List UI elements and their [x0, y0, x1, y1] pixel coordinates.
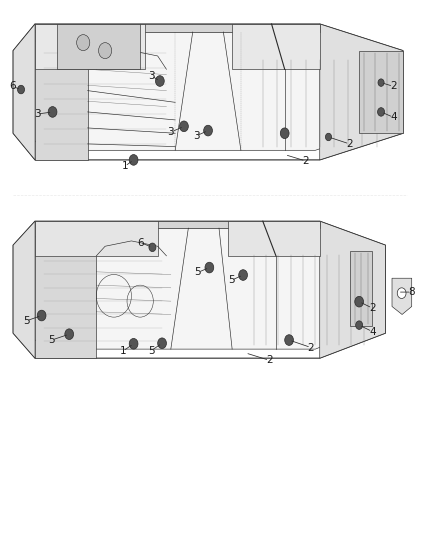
Text: 5: 5: [194, 268, 201, 277]
Polygon shape: [35, 221, 158, 256]
Text: 1: 1: [121, 161, 128, 171]
Circle shape: [280, 128, 289, 139]
Polygon shape: [35, 24, 145, 69]
Text: 2: 2: [302, 156, 309, 166]
Circle shape: [205, 262, 214, 273]
Circle shape: [239, 270, 247, 280]
Text: 3: 3: [193, 131, 200, 141]
Text: 4: 4: [369, 327, 376, 336]
Text: 8: 8: [408, 287, 415, 297]
Circle shape: [18, 85, 25, 94]
Polygon shape: [359, 51, 403, 133]
Polygon shape: [35, 221, 320, 228]
Circle shape: [129, 338, 138, 349]
Polygon shape: [22, 32, 385, 150]
Circle shape: [378, 108, 385, 116]
Circle shape: [65, 329, 74, 340]
Polygon shape: [57, 24, 140, 69]
Text: 2: 2: [369, 303, 376, 313]
Polygon shape: [392, 278, 412, 314]
Circle shape: [204, 125, 212, 136]
Circle shape: [37, 310, 46, 321]
Polygon shape: [22, 228, 372, 349]
Polygon shape: [35, 221, 96, 358]
Text: 3: 3: [148, 71, 155, 80]
Polygon shape: [13, 221, 35, 358]
Circle shape: [355, 296, 364, 307]
Circle shape: [48, 107, 57, 117]
Text: 3: 3: [34, 109, 41, 119]
Circle shape: [158, 338, 166, 349]
Circle shape: [77, 35, 90, 51]
Text: 4: 4: [390, 112, 397, 122]
Text: 5: 5: [48, 335, 55, 345]
Circle shape: [397, 288, 406, 298]
Text: 3: 3: [167, 127, 174, 137]
Text: 5: 5: [228, 276, 235, 285]
Text: 6: 6: [137, 238, 144, 247]
Circle shape: [180, 121, 188, 132]
Text: 2: 2: [307, 343, 314, 352]
Circle shape: [129, 155, 138, 165]
Polygon shape: [13, 24, 35, 160]
Polygon shape: [232, 24, 320, 69]
Polygon shape: [35, 24, 320, 32]
Circle shape: [149, 243, 156, 252]
Text: 2: 2: [346, 139, 353, 149]
Circle shape: [99, 43, 112, 59]
Text: 1: 1: [119, 346, 126, 356]
Text: 5: 5: [148, 346, 155, 356]
Text: 6: 6: [9, 82, 16, 91]
Polygon shape: [350, 251, 372, 326]
Polygon shape: [320, 24, 403, 160]
Text: 5: 5: [23, 316, 30, 326]
Text: 2: 2: [390, 82, 397, 91]
Circle shape: [325, 133, 332, 141]
Circle shape: [285, 335, 293, 345]
Polygon shape: [228, 221, 320, 256]
Circle shape: [356, 321, 363, 329]
Polygon shape: [320, 221, 385, 358]
Circle shape: [155, 76, 164, 86]
Polygon shape: [35, 24, 88, 160]
Circle shape: [378, 79, 384, 86]
Text: 2: 2: [266, 356, 273, 365]
